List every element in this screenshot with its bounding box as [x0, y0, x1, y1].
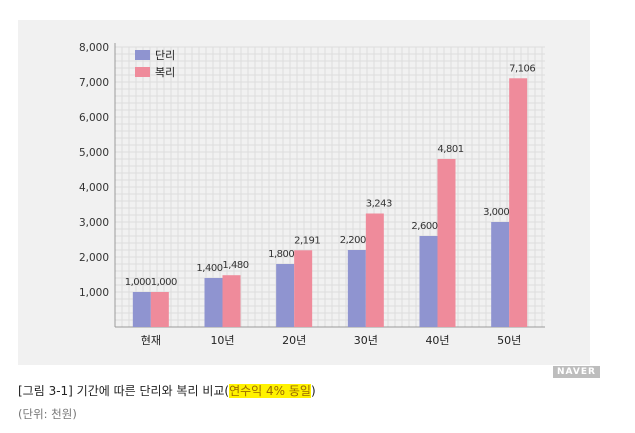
y-tick-label: 7,000: [79, 77, 109, 89]
bar-simple: [491, 222, 510, 327]
x-tick-label: 20년: [282, 334, 306, 347]
bar-simple: [419, 236, 438, 327]
bar-simple: [132, 292, 151, 327]
x-tick-label: 10년: [210, 334, 234, 347]
bar-simple: [204, 278, 223, 327]
data-label: 1,800: [268, 249, 294, 260]
y-tick-label: 8,000: [79, 42, 109, 54]
bar-compound: [150, 292, 169, 327]
data-label: 1,000: [125, 277, 151, 288]
y-tick-label: 6,000: [79, 112, 109, 124]
y-tick-label: 3,000: [79, 217, 109, 229]
data-label: 3,000: [483, 207, 509, 218]
x-tick-label: 40년: [425, 334, 449, 347]
bar-compound: [365, 213, 384, 327]
legend-label: 복리: [155, 66, 175, 79]
bar-simple: [276, 264, 295, 327]
data-label: 4,801: [437, 144, 463, 155]
bar-simple: [347, 250, 366, 327]
bar-compound: [222, 275, 241, 327]
data-label: 1,400: [196, 263, 222, 274]
chart-panel: 1,000 2,000 3,000 4,000 5,000 6,000 7,000 8,000…: [18, 20, 600, 378]
x-tick-label: 30년: [354, 334, 378, 347]
bar-compound: [437, 158, 456, 327]
data-label: 1,480: [222, 260, 248, 271]
x-tick-label: 50년: [497, 334, 521, 347]
data-label: 2,600: [411, 221, 437, 232]
figure-caption: [그림 3-1] 기간에 따른 단리와 복리 비교(연수익 4% 동일): [18, 382, 316, 399]
bar-compound: [294, 250, 313, 327]
y-tick-label: 2,000: [79, 252, 109, 264]
unit-note: (단위: 천원): [18, 407, 77, 421]
legend-swatch: [135, 50, 150, 60]
legend-label: 단리: [155, 49, 175, 62]
bar-chart: 1,000 2,000 3,000 4,000 5,000 6,000 7,000 8,000…: [79, 42, 545, 347]
y-tick-label: 5,000: [79, 147, 109, 159]
legend-swatch: [135, 67, 150, 77]
x-tick-label: 현재: [141, 334, 161, 347]
y-tick-label: 1,000: [79, 287, 109, 299]
naver-watermark: NAVER: [553, 366, 600, 378]
data-label: 1,000: [151, 277, 177, 288]
data-label: 2,200: [340, 235, 366, 246]
y-tick-label: 4,000: [79, 182, 109, 194]
data-label: 3,243: [366, 198, 392, 209]
caption-text: [그림 3-1] 기간에 따른 단리와 복리 비교(: [18, 384, 230, 398]
caption-highlight: 연수익 4% 동일: [229, 384, 311, 398]
caption-close: ): [310, 384, 316, 398]
data-label: 7,106: [509, 63, 535, 74]
data-label: 2,191: [294, 235, 320, 246]
bar-compound: [509, 78, 528, 327]
